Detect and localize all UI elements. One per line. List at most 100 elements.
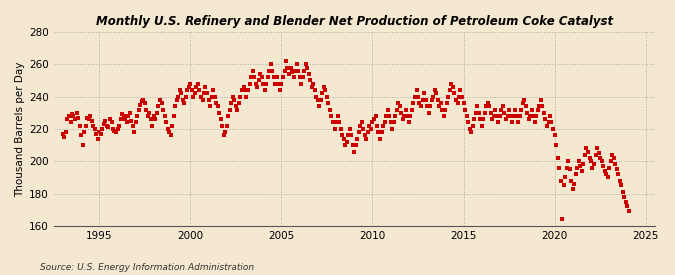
Point [191, 85, 202, 89]
Point [88, 123, 99, 128]
Point [354, 130, 364, 134]
Point [111, 130, 122, 134]
Point [284, 72, 294, 76]
Point [205, 104, 215, 109]
Point [457, 94, 468, 99]
Point [416, 104, 427, 109]
Point [335, 127, 346, 131]
Point [446, 81, 457, 86]
Point [71, 111, 82, 115]
Point [356, 120, 367, 125]
Point [65, 120, 76, 125]
Point [105, 117, 115, 122]
Point [580, 153, 591, 157]
Point [462, 120, 473, 125]
Point [296, 81, 306, 86]
Point [434, 104, 445, 109]
Point [578, 162, 589, 167]
Point [294, 75, 305, 79]
Point [346, 133, 356, 138]
Point [73, 116, 84, 120]
Point [421, 98, 431, 102]
Point [529, 120, 540, 125]
Point [83, 117, 94, 122]
Point [426, 98, 437, 102]
Point [560, 175, 570, 180]
Point [557, 217, 568, 222]
Point [531, 114, 542, 118]
Point [293, 68, 304, 73]
Point [129, 130, 140, 134]
Point [136, 99, 147, 104]
Point [581, 146, 592, 150]
Point [79, 130, 90, 134]
Point [234, 101, 244, 105]
Point [297, 75, 308, 79]
Point [305, 78, 316, 82]
Point [437, 107, 448, 112]
Point [601, 172, 612, 176]
Point [241, 94, 252, 99]
Point [385, 120, 396, 125]
Point [244, 81, 255, 86]
Point [155, 98, 165, 102]
Point [377, 123, 388, 128]
Point [537, 104, 548, 109]
Point [162, 127, 173, 131]
Point [431, 91, 441, 95]
Point [153, 104, 164, 109]
Point [218, 133, 229, 138]
Point [182, 88, 192, 92]
Point [367, 120, 378, 125]
Point [59, 135, 70, 139]
Point [366, 127, 377, 131]
Point [562, 166, 572, 170]
Point [85, 114, 96, 118]
Point [566, 178, 576, 183]
Point [192, 81, 203, 86]
Point [97, 127, 108, 131]
Point [573, 159, 584, 163]
Point [460, 107, 470, 112]
Point [599, 169, 610, 173]
Point [589, 162, 599, 167]
Point [387, 127, 398, 131]
Point [467, 123, 478, 128]
Point [287, 70, 298, 75]
Point [405, 114, 416, 118]
Point [608, 156, 619, 160]
Point [61, 130, 72, 134]
Point [477, 123, 487, 128]
Point [188, 94, 199, 99]
Point [299, 68, 310, 73]
Point [185, 81, 196, 86]
Point [572, 166, 583, 170]
Point [475, 117, 486, 122]
Point [221, 123, 232, 128]
Point [225, 107, 236, 112]
Point [109, 128, 120, 133]
Point [440, 107, 451, 112]
Point [203, 98, 214, 102]
Point [156, 101, 167, 105]
Point [282, 65, 293, 70]
Point [152, 111, 163, 115]
Point [306, 85, 317, 89]
Point [481, 104, 491, 109]
Point [479, 111, 490, 115]
Point [369, 117, 379, 122]
Point [158, 107, 169, 112]
Point [277, 75, 288, 79]
Point [384, 114, 395, 118]
Point [107, 127, 118, 131]
Point [288, 75, 299, 79]
Point [250, 81, 261, 86]
Point [122, 120, 132, 125]
Point [540, 117, 551, 122]
Point [455, 88, 466, 92]
Point [94, 130, 105, 134]
Point [412, 94, 423, 99]
Point [167, 123, 178, 128]
Point [161, 120, 171, 125]
Point [522, 111, 533, 115]
